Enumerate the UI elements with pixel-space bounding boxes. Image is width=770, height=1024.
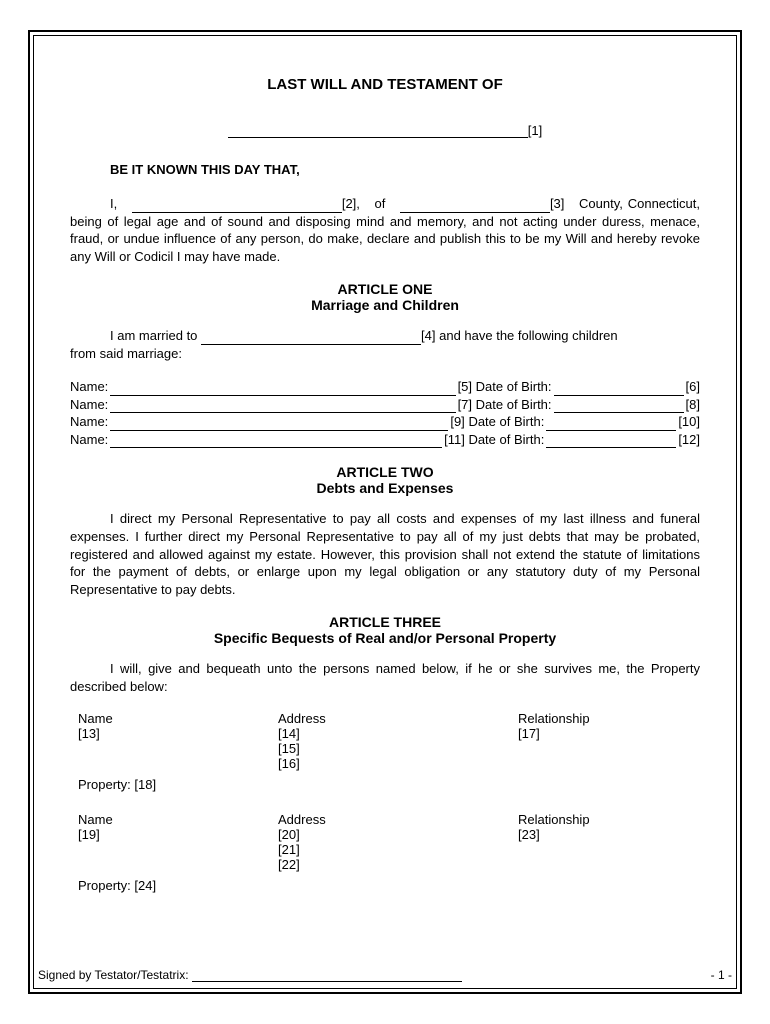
beq2-addr1: [20] [278, 827, 518, 842]
p1-ref2: [2], [342, 196, 360, 211]
dob-ref: [12] [678, 431, 700, 449]
a1-ref4: [4] and have the following children [421, 328, 618, 343]
dob-ref: [10] [678, 413, 700, 431]
p1-county: County, [579, 196, 623, 211]
child-row: Name: [7] Date of Birth: [8] [70, 396, 700, 414]
article-2-paragraph: I direct my Personal Representative to p… [70, 510, 700, 598]
article-2-sub: Debts and Expenses [70, 480, 700, 496]
col-addr-label: Address [278, 711, 518, 726]
bequest-2: Name Address Relationship [19] [20] [23]… [70, 812, 700, 893]
page: LAST WILL AND TESTAMENT OF [1] BE IT KNO… [0, 0, 770, 1024]
signature-label: Signed by Testator/Testatrix: [38, 968, 189, 982]
beq2-addr3: [22] [278, 857, 518, 872]
property-label: Property: [78, 777, 131, 792]
property-label: Property: [78, 878, 131, 893]
inner-border: LAST WILL AND TESTAMENT OF [1] BE IT KNO… [33, 35, 737, 989]
name-ref: [5] [458, 378, 472, 396]
name-ref: [9] [450, 413, 464, 431]
outer-border: LAST WILL AND TESTAMENT OF [1] BE IT KNO… [28, 30, 742, 994]
article-2-head: ARTICLE TWO [70, 464, 700, 480]
col-rel-label: Relationship [518, 711, 700, 726]
col-name-label: Name [78, 812, 278, 827]
p1-of: of [375, 196, 386, 211]
page-footer: Signed by Testator/Testatrix: - 1 - [38, 968, 732, 982]
article-3-sub: Specific Bequests of Real and/or Persona… [70, 630, 700, 646]
dob-ref: [6] [686, 378, 700, 396]
dob-label: Date of Birth: [476, 396, 552, 414]
article-1-paragraph: I am married to [4] and have the followi… [70, 327, 700, 362]
known-heading: BE IT KNOWN THIS DAY THAT, [110, 162, 700, 177]
article-3-head: ARTICLE THREE [70, 614, 700, 630]
name-label: Name: [70, 431, 108, 449]
dob-label: Date of Birth: [468, 431, 544, 449]
beq1-name: [13] [78, 726, 278, 741]
title-ref-num: [1] [528, 123, 542, 138]
name-ref: [7] [458, 396, 472, 414]
article-1-sub: Marriage and Children [70, 297, 700, 313]
name-label: Name: [70, 396, 108, 414]
child-row: Name: [9] Date of Birth: [10] [70, 413, 700, 431]
p1-i: I, [110, 196, 117, 211]
children-list: Name: [5] Date of Birth: [6] Name: [7] D… [70, 378, 700, 448]
child-row: Name: [11] Date of Birth: [12] [70, 431, 700, 449]
title-name-blank: [1] [70, 123, 700, 138]
a1-married: I am married to [110, 328, 197, 343]
col-name-label: Name [78, 711, 278, 726]
name-label: Name: [70, 378, 108, 396]
beq2-name: [19] [78, 827, 278, 842]
article-1-head: ARTICLE ONE [70, 281, 700, 297]
col-addr-label: Address [278, 812, 518, 827]
a1-from: from said marriage: [70, 346, 182, 361]
child-row: Name: [5] Date of Birth: [6] [70, 378, 700, 396]
bequest-1: Name Address Relationship [13] [14] [17]… [70, 711, 700, 792]
beq1-addr2: [15] [278, 741, 518, 756]
p1-ref3: [3] [550, 196, 564, 211]
beq2-prop: [24] [134, 878, 156, 893]
beq1-prop: [18] [134, 777, 156, 792]
dob-ref: [8] [686, 396, 700, 414]
dob-label: Date of Birth: [468, 413, 544, 431]
beq1-rel: [17] [518, 726, 700, 741]
dob-label: Date of Birth: [476, 378, 552, 396]
beq2-addr2: [21] [278, 842, 518, 857]
name-ref: [11] [444, 431, 465, 449]
name-label: Name: [70, 413, 108, 431]
article-3-paragraph: I will, give and bequeath unto the perso… [70, 660, 700, 695]
beq2-rel: [23] [518, 827, 700, 842]
declaration-paragraph: I, [2], of [3] County, Connecticut, bein… [70, 195, 700, 265]
page-number: - 1 - [711, 968, 732, 982]
document-title: LAST WILL AND TESTAMENT OF [70, 76, 700, 93]
col-rel-label: Relationship [518, 812, 700, 827]
beq1-addr1: [14] [278, 726, 518, 741]
beq1-addr3: [16] [278, 756, 518, 771]
